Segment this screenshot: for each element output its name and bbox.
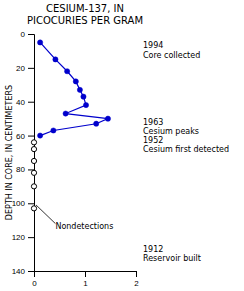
- plot: 012020406080100120140Nondetections: [12, 30, 140, 288]
- annotation: 1963Cesium peaks1952Cesium first detecte…: [143, 117, 229, 154]
- y-axis-title: DEPTH IN CORE, IN CENTIMETERS: [5, 85, 14, 220]
- x-axis: 0 1 2: [32, 271, 139, 288]
- x-axis-line: [35, 272, 137, 278]
- y-tick-mark: [28, 68, 34, 69]
- point: [51, 128, 56, 133]
- open-point: [31, 147, 36, 152]
- y-tick-label: 100: [12, 199, 26, 208]
- open-point: [31, 140, 36, 145]
- y-tick-label: 120: [12, 233, 26, 242]
- point: [94, 121, 99, 126]
- point: [38, 40, 43, 45]
- open-point: [31, 158, 36, 163]
- open-point: [31, 170, 36, 175]
- annotation: 1912Reservoir built: [143, 244, 201, 262]
- annotation: 1994Core collected: [143, 41, 200, 59]
- y-tick-label: 80: [16, 165, 25, 174]
- y-tick-label: 140: [12, 267, 26, 276]
- y-tick: 20: [16, 64, 34, 73]
- x-tick: 2: [134, 271, 139, 288]
- x-tick-label: 1: [83, 279, 88, 288]
- point: [53, 57, 58, 62]
- y-tick-label: 0: [21, 30, 26, 39]
- y-tick-mark: [28, 102, 34, 103]
- point: [63, 111, 68, 116]
- y-tick-mark: [28, 34, 34, 35]
- line: [40, 42, 108, 135]
- open-point: [31, 184, 36, 189]
- y-axis-line: [28, 35, 35, 272]
- y-tick-mark: [28, 237, 34, 238]
- y-tick: 60: [16, 132, 34, 141]
- point: [105, 116, 110, 121]
- point: [38, 133, 43, 138]
- x-tick-mark: [85, 271, 86, 277]
- x-tick: 0: [32, 271, 37, 288]
- open-point: [31, 206, 36, 211]
- marks: [31, 40, 110, 211]
- y-axis: 0 20 40 60 80 100 120 140: [12, 30, 35, 276]
- x-tick-label: 2: [134, 279, 139, 288]
- x-tick-mark: [136, 271, 137, 277]
- y-tick-mark: [28, 271, 34, 272]
- y-tick-label: 40: [16, 98, 25, 107]
- y-tick: 40: [16, 98, 34, 107]
- annotation-line: [36, 205, 55, 224]
- y-tick: 100: [12, 199, 34, 208]
- point: [83, 103, 88, 108]
- y-tick-mark: [28, 136, 34, 137]
- y-tick-mark: [28, 203, 34, 204]
- point: [65, 69, 70, 74]
- annotation: Nondetections: [55, 222, 113, 231]
- y-tick-label: 20: [16, 64, 25, 73]
- point: [81, 94, 86, 99]
- y-tick: 120: [12, 233, 34, 242]
- title: CESIUM-137, INPICOCURIES PER GRAM: [27, 3, 143, 26]
- chart: 012020406080100120140NondetectionsCESIUM…: [0, 0, 244, 291]
- y-tick: 0: [21, 30, 34, 39]
- y-tick-label: 60: [16, 132, 25, 141]
- point: [77, 87, 82, 92]
- y-tick: 140: [12, 267, 34, 276]
- x-tick: 1: [83, 271, 88, 288]
- point: [73, 79, 78, 84]
- x-tick-label: 0: [32, 279, 37, 288]
